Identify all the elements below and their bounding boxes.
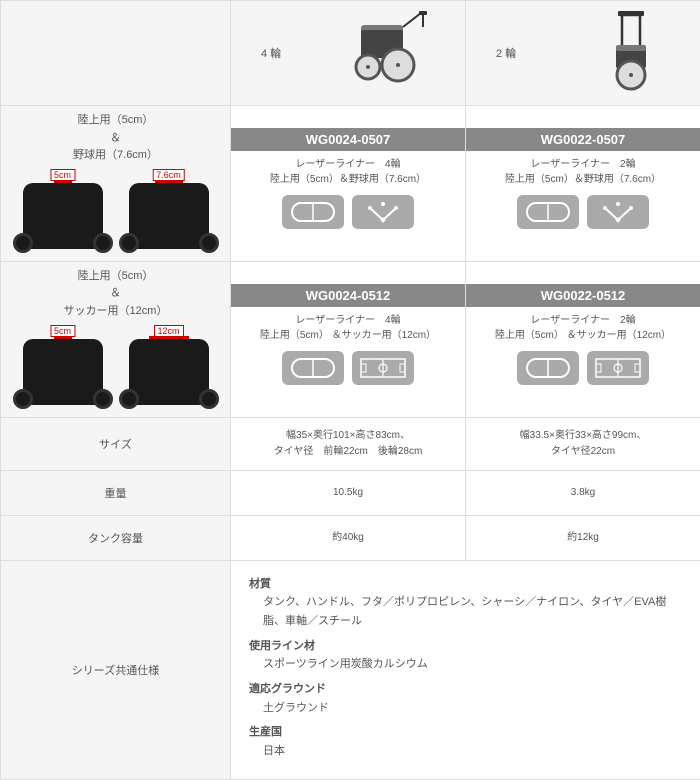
- product-code: WG0024-0507: [231, 128, 465, 151]
- spec-weight-label: 重量: [1, 470, 231, 515]
- row1-prod2: WG0022-0507 レーザーライナー 2輪 陸上用（5cm）＆野球用（7.6…: [466, 106, 700, 262]
- spec-tank-row: タンク容量 約40kg 約12kg: [1, 515, 700, 560]
- wheel-label-4: 4 輪: [261, 45, 281, 61]
- cart-4wheel-icon: [343, 7, 433, 97]
- spec-weight-row: 重量 10.5kg 3.8kg: [1, 470, 700, 515]
- soccer-icon: [352, 351, 414, 385]
- spec-size-label: サイズ: [1, 417, 231, 470]
- prod-desc-l2: 陸上用（5cm）＆野球用（7.6cm）: [466, 172, 700, 187]
- row1-label: 陸上用（5cm） ＆ 野球用（7.6cm） 5cm 7.6cm: [1, 106, 231, 262]
- spec-size-2: 幅33.5×奥行33×高さ99cm、 タイヤ径22cm: [466, 417, 700, 470]
- header-row: 4 輪 2 輪: [1, 1, 700, 106]
- icon-row: [466, 191, 700, 239]
- row2-label: 陸上用（5cm） ＆ サッカー用（12cm） 5cm 12cm: [1, 261, 231, 417]
- row1: 陸上用（5cm） ＆ 野球用（7.6cm） 5cm 7.6cm: [1, 106, 700, 262]
- cart-2wheel-icon: [598, 7, 668, 97]
- spec-size-row: サイズ 幅35×奥行101×高さ83cm、 タイヤ径 前輪22cm 後輪28cm…: [1, 417, 700, 470]
- product-spec-table: 4 輪 2 輪: [0, 0, 700, 780]
- origin-heading: 生産国: [249, 723, 682, 742]
- ground-value: 土グラウンド: [249, 699, 682, 718]
- line-value: スポーツライン用炭酸カルシウム: [249, 655, 682, 674]
- row1-label-l1: 陸上用（5cm）: [78, 114, 154, 126]
- product-code: WG0022-0512: [466, 284, 700, 307]
- track-icon: [282, 195, 344, 229]
- header-empty: [1, 1, 231, 106]
- row1-label-amp: ＆: [110, 132, 121, 144]
- material-value: タンク、ハンドル、フタ／ポリプロピレン、シャーシ／ナイロン、タイヤ／EVA樹脂、…: [249, 593, 682, 630]
- track-icon: [282, 351, 344, 385]
- icon-row: [466, 347, 700, 395]
- header-2wheel: 2 輪: [466, 1, 700, 106]
- row2-prod2: WG0022-0512 レーザーライナー 2輪 陸上用（5cm） ＆サッカー用（…: [466, 261, 700, 417]
- row2-prod1: WG0024-0512 レーザーライナー 4輪 陸上用（5cm） ＆サッカー用（…: [231, 261, 466, 417]
- row1-measure-img: 5cm 7.6cm: [5, 165, 226, 255]
- product-code: WG0022-0507: [466, 128, 700, 151]
- track-icon: [517, 195, 579, 229]
- prod-desc-l1: レーザーライナー 2輪: [466, 157, 700, 172]
- soccer-icon: [587, 351, 649, 385]
- spec-tank-2: 約12kg: [466, 515, 700, 560]
- row1-prod1: WG0024-0507 レーザーライナー 4輪 陸上用（5cm）＆野球用（7.6…: [231, 106, 466, 262]
- spec-tank-1: 約40kg: [231, 515, 466, 560]
- spec-tank-label: タンク容量: [1, 515, 231, 560]
- prod-desc-l1: レーザーライナー 4輪: [231, 157, 465, 172]
- icon-row: [231, 191, 465, 239]
- icon-row: [231, 347, 465, 395]
- material-heading: 材質: [249, 575, 682, 594]
- spec-size-1: 幅35×奥行101×高さ83cm、 タイヤ径 前輪22cm 後輪28cm: [231, 417, 466, 470]
- spec-weight-1: 10.5kg: [231, 470, 466, 515]
- origin-value: 日本: [249, 742, 682, 761]
- product-code: WG0024-0512: [231, 284, 465, 307]
- header-4wheel: 4 輪: [231, 1, 466, 106]
- ground-heading: 適応グラウンド: [249, 680, 682, 699]
- spec-weight-2: 3.8kg: [466, 470, 700, 515]
- line-heading: 使用ライン材: [249, 637, 682, 656]
- row2-measure-img: 5cm 12cm: [5, 321, 226, 411]
- row2: 陸上用（5cm） ＆ サッカー用（12cm） 5cm 12cm: [1, 261, 700, 417]
- common-spec-label: シリーズ共通仕様: [1, 560, 231, 779]
- row1-label-l2: 野球用（7.6cm）: [73, 149, 158, 161]
- common-spec-body: 材質 タンク、ハンドル、フタ／ポリプロピレン、シャーシ／ナイロン、タイヤ／EVA…: [231, 560, 700, 779]
- wheel-label-2: 2 輪: [496, 45, 516, 61]
- prod-desc-l2: 陸上用（5cm）＆野球用（7.6cm）: [231, 172, 465, 187]
- common-spec-row: シリーズ共通仕様 材質 タンク、ハンドル、フタ／ポリプロピレン、シャーシ／ナイロ…: [1, 560, 700, 779]
- track-icon: [517, 351, 579, 385]
- baseball-icon: [587, 195, 649, 229]
- baseball-icon: [352, 195, 414, 229]
